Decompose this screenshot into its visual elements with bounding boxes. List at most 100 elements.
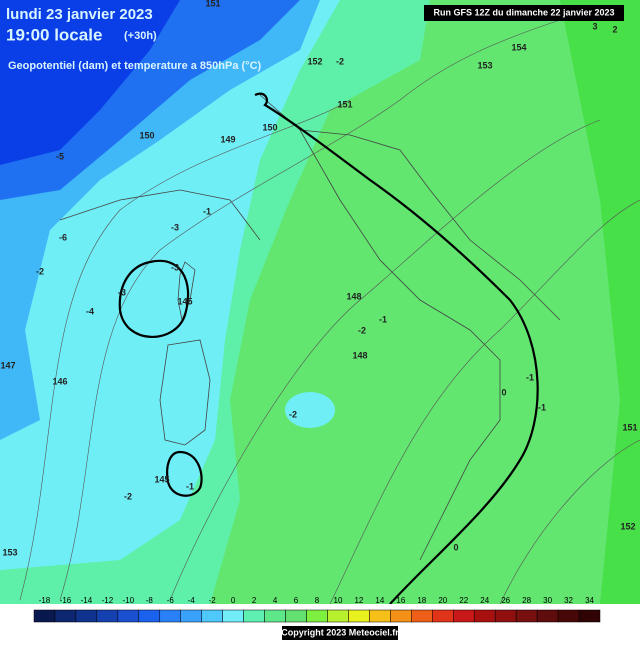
- geopotential-label: 145: [154, 474, 169, 484]
- scale-swatch: [138, 609, 161, 623]
- temperature-label: 0: [501, 387, 506, 397]
- scale-tick-label: 6: [294, 596, 299, 605]
- temperature-label: -3: [171, 222, 179, 232]
- scale-tick-label: -10: [123, 596, 135, 605]
- scale-tick-label: -14: [81, 596, 93, 605]
- scale-swatch: [432, 609, 454, 623]
- scale-tick-label: 10: [334, 596, 343, 605]
- date: lundi 23 janvier 2023: [6, 6, 153, 23]
- scale-swatch: [264, 609, 286, 623]
- scale-swatch: [159, 609, 181, 623]
- scale-swatch: [411, 609, 433, 623]
- map-background: [0, 0, 640, 604]
- scale-swatch: [369, 609, 391, 623]
- geopotential-label: 150: [139, 130, 154, 140]
- scale-tick-label: -6: [167, 596, 175, 605]
- scale-swatch: [117, 609, 140, 623]
- scale-swatch: [327, 609, 349, 623]
- geopotential-label: 148: [346, 291, 361, 301]
- scale-tick-label: 22: [459, 596, 468, 605]
- temperature-label: -1: [379, 314, 387, 324]
- scale-tick-label: 14: [375, 596, 384, 605]
- scale-swatch: [54, 609, 77, 623]
- scale-swatch: [578, 609, 601, 623]
- geopotential-label: 152: [620, 521, 635, 531]
- scale-tick-label: 34: [585, 596, 594, 605]
- scale-tick-label: 18: [417, 596, 426, 605]
- scale-tick-label: -8: [146, 596, 154, 605]
- scale-swatch: [222, 609, 244, 623]
- scale-tick-label: 26: [501, 596, 510, 605]
- header: lundi 23 janvier 2023 19:00 locale (+30h…: [6, 5, 624, 72]
- scale-swatch: [453, 609, 475, 623]
- geopotential-label: 151: [337, 99, 352, 109]
- scale-swatch: [285, 609, 307, 623]
- scale-swatch: [243, 609, 265, 623]
- scale-tick-label: 4: [273, 596, 278, 605]
- geopotential-label: 152: [307, 56, 322, 66]
- temperature-label: -3: [118, 287, 126, 297]
- geopotential-label: 148: [352, 350, 367, 360]
- zero-isotherm: [118, 92, 539, 605]
- scale-swatch: [96, 609, 119, 623]
- scale-tick-label: 24: [480, 596, 489, 605]
- run-label: Run GFS 12Z du dimanche 22 janvier 2023: [433, 7, 614, 17]
- scale-tick-label: -12: [102, 596, 114, 605]
- temperature-label: -2: [358, 325, 366, 335]
- scale-swatch: [473, 609, 496, 623]
- scale-swatch: [201, 609, 223, 623]
- scale-swatch: [515, 609, 538, 623]
- scale-tick-label: 20: [438, 596, 447, 605]
- geopotential-label: 151: [622, 422, 637, 432]
- geopotential-label: 146: [52, 376, 67, 386]
- temperature-label: -1: [538, 402, 546, 412]
- scale-tick-label: 32: [564, 596, 573, 605]
- scale-swatch: [348, 609, 370, 623]
- temperature-label: -2: [36, 266, 44, 276]
- scale-tick-label: 8: [315, 596, 320, 605]
- geopotential-label: 153: [2, 547, 17, 557]
- scale-tick-label: 28: [522, 596, 531, 605]
- scale-swatch: [306, 609, 328, 623]
- temperature-label: -2: [336, 56, 344, 66]
- temperature-label: -3: [171, 262, 179, 272]
- scale-tick-label: 16: [396, 596, 405, 605]
- scale-swatch: [75, 609, 98, 623]
- temperature-label: -5: [56, 151, 64, 161]
- geopotential-label: 151: [205, 0, 220, 8]
- scale-tick-label: 0: [231, 596, 236, 605]
- temperature-label: -4: [86, 306, 94, 316]
- geopotential-label: 154: [511, 42, 526, 52]
- scale-tick-label: -2: [209, 596, 217, 605]
- temperature-label: -1: [203, 206, 211, 216]
- map-labels: 151 152 154 153 151 150 149 150 148 148 147 146 145 1…: [0, 0, 637, 557]
- scale-tick-label: 12: [354, 596, 363, 605]
- copyright-box: [282, 626, 398, 640]
- temperature-label: 2: [612, 24, 617, 34]
- run-box: [424, 5, 624, 21]
- scale-tick-label: -16: [60, 596, 72, 605]
- temperature-label: -6: [59, 232, 67, 242]
- copyright: Copyright 2023 Meteociel.fr: [281, 627, 399, 637]
- scale-swatch: [33, 609, 56, 623]
- geopotential-label: 150: [262, 122, 277, 132]
- offset: (+30h): [124, 30, 157, 42]
- scale-tick-label: -18: [39, 596, 51, 605]
- geopotential-label: 149: [220, 134, 235, 144]
- geopotential-label: 147: [0, 360, 15, 370]
- scale-tick-label: 30: [543, 596, 552, 605]
- temperature-label: 0: [453, 542, 458, 552]
- scale-swatch: [557, 609, 580, 623]
- scale-tick-label: -4: [188, 596, 196, 605]
- geopotential-label: 145: [177, 296, 192, 306]
- time: 19:00 locale: [6, 25, 102, 44]
- scale-swatch: [536, 609, 559, 623]
- temperature-label: 3: [592, 21, 597, 31]
- scale-swatch: [390, 609, 412, 623]
- subtitle: Geopotentiel (dam) et temperature a 850h…: [8, 60, 262, 72]
- scale-swatch: [180, 609, 202, 623]
- color-scale: -18 -16 -14 -12 -10 -8 -6 -4 -2 0 2 4 6 8 10 12 14 16 18 20…: [33, 596, 601, 623]
- scale-tick-label: 2: [252, 596, 257, 605]
- geopotential-contours: [19, 19, 640, 605]
- temperature-label: -1: [186, 481, 194, 491]
